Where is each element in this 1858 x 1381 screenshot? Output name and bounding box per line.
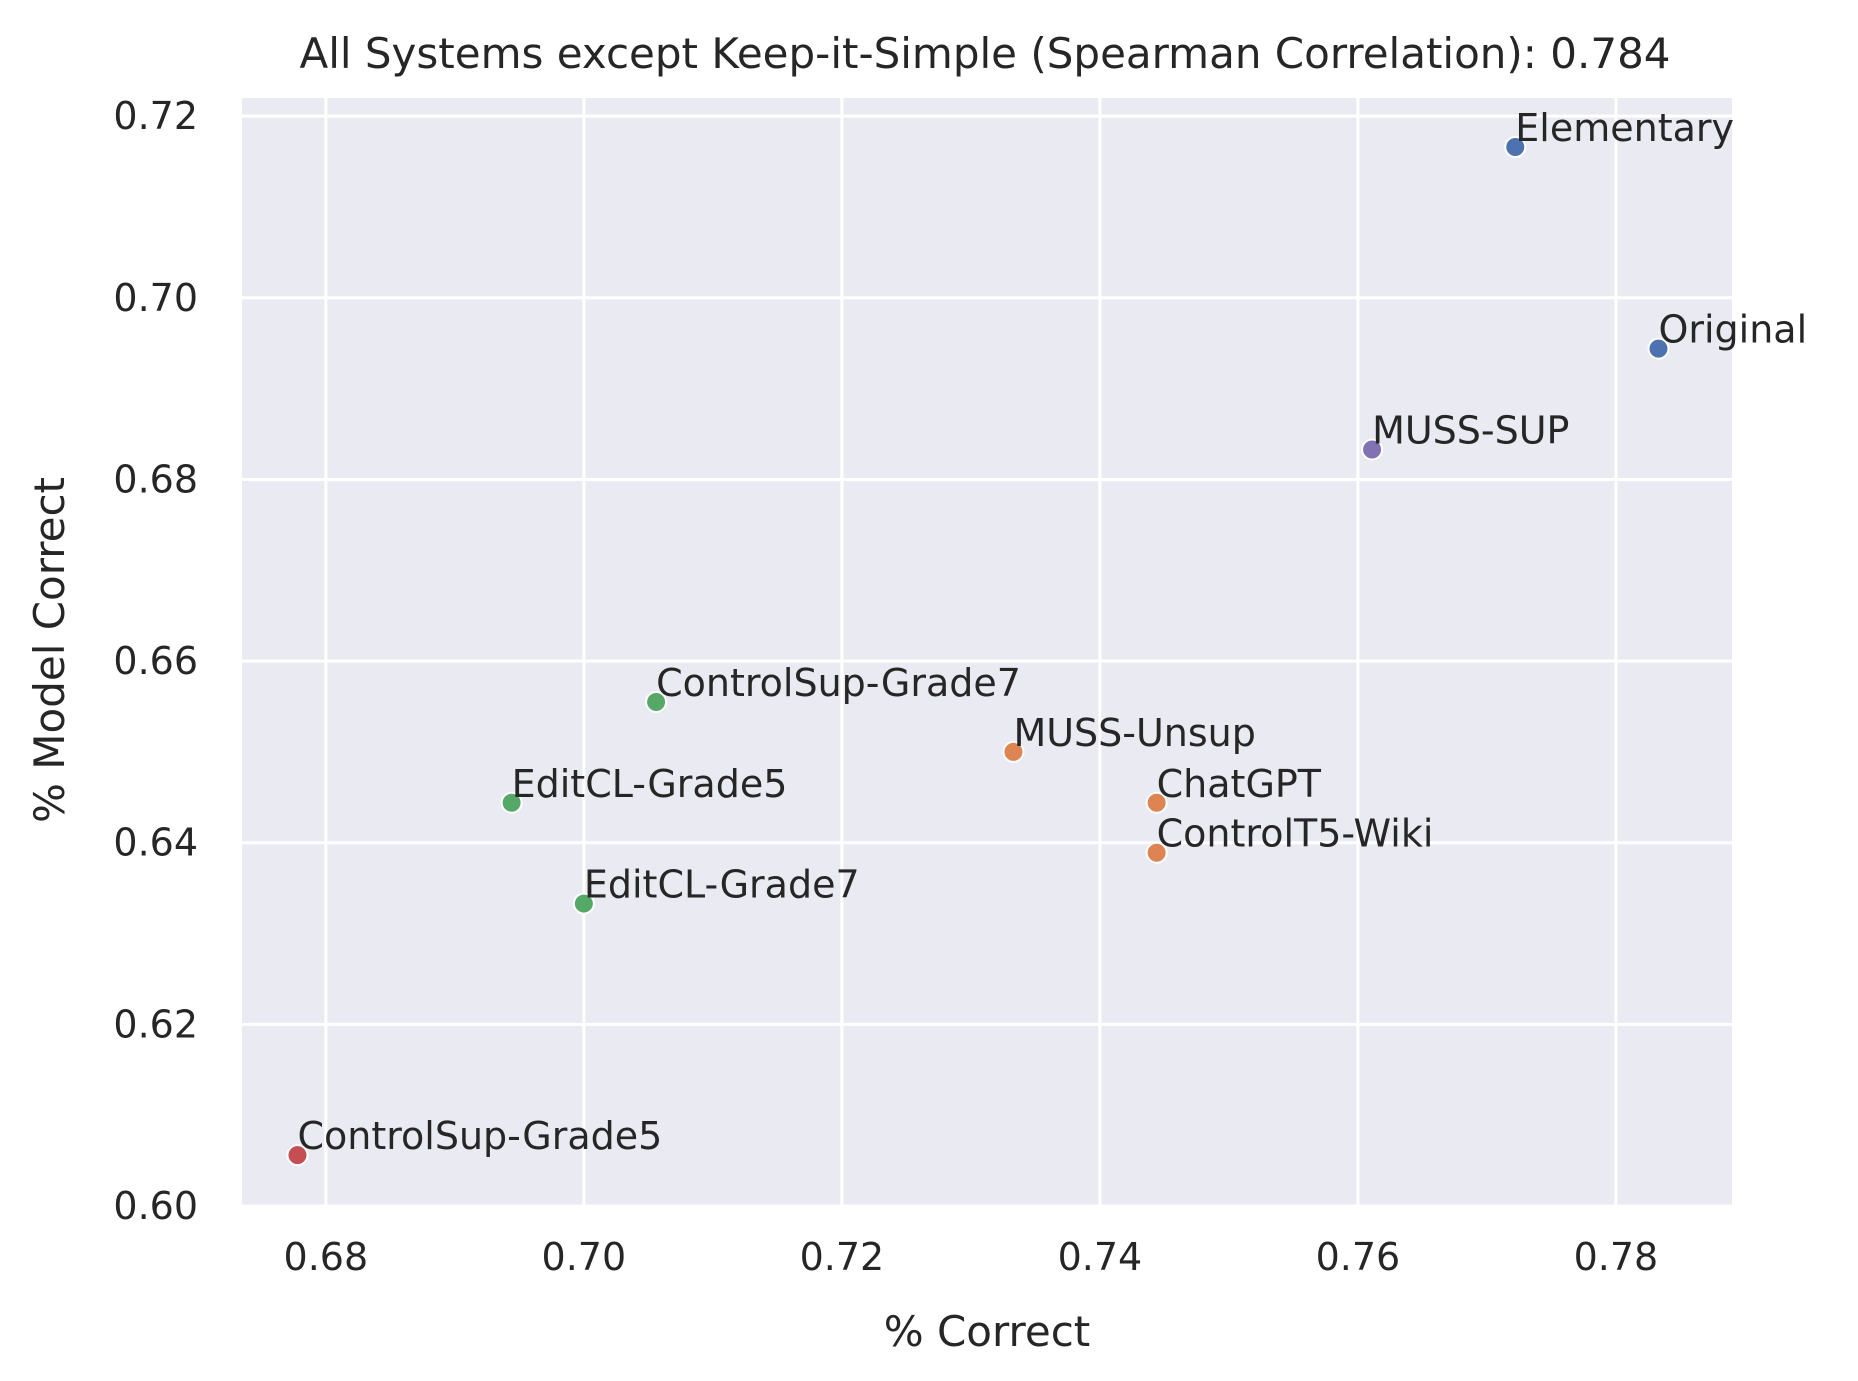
point-label: ControlSup-Grade7 bbox=[656, 661, 1021, 705]
point-label: MUSS-SUP bbox=[1372, 408, 1569, 452]
data-point bbox=[1145, 841, 1168, 864]
point-label: EditCL-Grade7 bbox=[584, 863, 860, 907]
x-grid bbox=[324, 98, 1618, 1206]
x-tick-label: 0.78 bbox=[1574, 1235, 1659, 1279]
y-tick-label: 0.64 bbox=[113, 821, 198, 865]
point-label: ChatGPT bbox=[1157, 762, 1322, 806]
data-point bbox=[1361, 438, 1384, 461]
x-tick-label: 0.76 bbox=[1316, 1235, 1401, 1279]
point-labels: Elementary Original MUSS-SUP ControlSup-Gra… bbox=[297, 106, 1807, 1158]
y-tick-label: 0.62 bbox=[113, 1002, 198, 1046]
x-tick-labels: 0.68 0.70 0.72 0.74 0.76 0.78 bbox=[284, 1235, 1659, 1279]
data-point bbox=[1647, 337, 1670, 360]
y-tick-labels: 0.60 0.62 0.64 0.66 0.68 0.70 0.72 bbox=[113, 94, 198, 1228]
data-point bbox=[1504, 136, 1527, 159]
y-tick-label: 0.70 bbox=[113, 276, 198, 320]
x-tick-label: 0.68 bbox=[284, 1235, 369, 1279]
x-tick-label: 0.74 bbox=[1058, 1235, 1143, 1279]
y-grid bbox=[242, 114, 1732, 1208]
y-tick-label: 0.72 bbox=[113, 94, 198, 138]
x-tick-label: 0.72 bbox=[800, 1235, 885, 1279]
y-tick-label: 0.60 bbox=[113, 1184, 198, 1228]
y-tick-label: 0.68 bbox=[113, 457, 198, 501]
x-axis-label: % Correct bbox=[884, 1307, 1091, 1356]
data-point bbox=[645, 690, 668, 713]
point-label: ControlSup-Grade5 bbox=[297, 1114, 662, 1158]
plot-area bbox=[242, 98, 1732, 1206]
data-point bbox=[286, 1144, 309, 1167]
point-label: Elementary bbox=[1515, 106, 1734, 150]
point-label: Original bbox=[1658, 308, 1807, 352]
point-label: MUSS-Unsup bbox=[1013, 711, 1255, 755]
data-point bbox=[1145, 791, 1168, 814]
data-point bbox=[572, 892, 595, 915]
chart-title: All Systems except Keep-it-Simple (Spear… bbox=[299, 29, 1670, 78]
data-point bbox=[1002, 740, 1025, 763]
point-label: ControlT5-Wiki bbox=[1157, 812, 1434, 856]
x-tick-label: 0.70 bbox=[542, 1235, 627, 1279]
data-point bbox=[500, 791, 523, 814]
y-tick-label: 0.66 bbox=[113, 639, 198, 683]
point-label: EditCL-Grade5 bbox=[512, 762, 788, 806]
data-points bbox=[286, 136, 1670, 1167]
y-axis-label: % Model Correct bbox=[25, 477, 74, 823]
